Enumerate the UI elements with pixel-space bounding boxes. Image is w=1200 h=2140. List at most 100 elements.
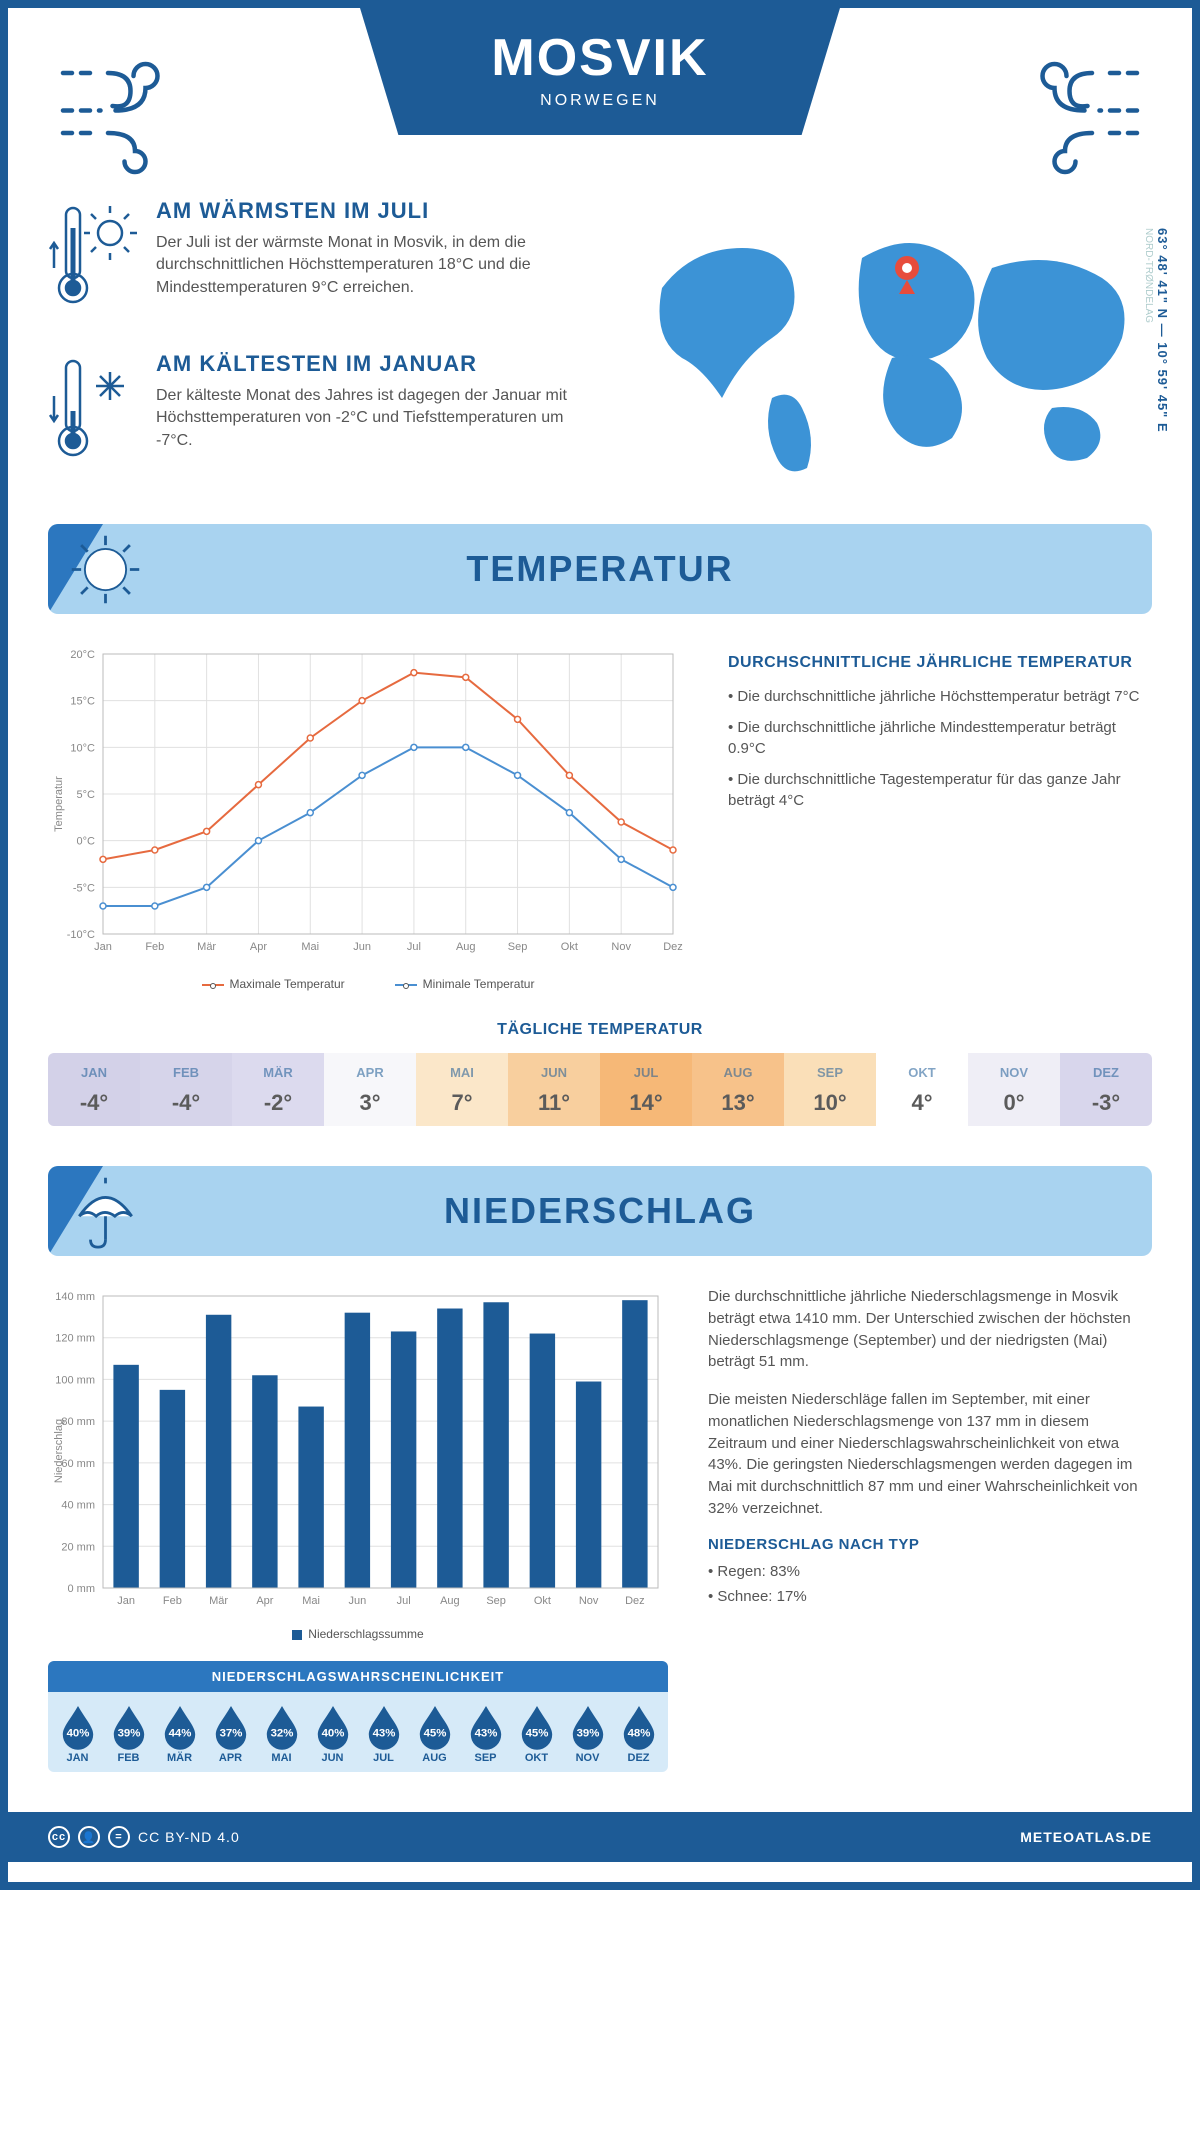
climate-infographic: MOSVIK NORWEGEN (0, 0, 1200, 1890)
svg-text:15°C: 15°C (70, 696, 95, 708)
warmest-text: Der Juli ist der wärmste Monat in Mosvik… (156, 232, 592, 299)
svg-text:39%: 39% (576, 1727, 599, 1739)
temperature-line-chart: -10°C-5°C0°C5°C10°C15°C20°CJanFebMärAprM… (48, 644, 688, 991)
temp-bullet-2: • Die durchschnittliche Tagestemperatur … (728, 769, 1152, 811)
probability-drop: 48%DEZ (613, 1702, 664, 1764)
section-bar-temperature: TEMPERATUR (48, 524, 1152, 614)
probability-title: NIEDERSCHLAGSWAHRSCHEINLICHKEIT (48, 1661, 668, 1692)
daily-temp-cell: FEB-4° (140, 1053, 232, 1126)
svg-text:Mär: Mär (197, 941, 216, 953)
svg-text:43%: 43% (474, 1727, 497, 1739)
coldest-title: AM KÄLTESTEN IM JANUAR (156, 351, 592, 377)
probability-drop: 40%JUN (307, 1702, 358, 1764)
svg-text:Aug: Aug (456, 941, 476, 953)
temp-legend: Maximale Temperatur Minimale Temperatur (48, 977, 688, 991)
umbrella-icon (68, 1174, 143, 1249)
svg-text:Niederschlag: Niederschlag (53, 1419, 65, 1483)
svg-text:Apr: Apr (250, 941, 267, 953)
svg-text:Jun: Jun (353, 941, 371, 953)
svg-text:Dez: Dez (625, 1595, 645, 1607)
footer: cc 👤 = CC BY-ND 4.0 METEOATLAS.DE (8, 1812, 1192, 1862)
section-bar-precip: NIEDERSCHLAG (48, 1166, 1152, 1256)
probability-drop: 37%APR (205, 1702, 256, 1764)
probability-drop: 45%AUG (409, 1702, 460, 1764)
license-block: cc 👤 = CC BY-ND 4.0 (48, 1826, 240, 1848)
svg-text:Sep: Sep (486, 1595, 506, 1607)
license-text: CC BY-ND 4.0 (138, 1829, 240, 1845)
summary-row: AM WÄRMSTEN IM JULI Der Juli ist der wär… (48, 198, 1152, 504)
section-title-precip: NIEDERSCHLAG (168, 1190, 1032, 1232)
daily-temp-cell: AUG13° (692, 1053, 784, 1126)
warmest-summary: AM WÄRMSTEN IM JULI Der Juli ist der wär… (48, 198, 592, 323)
svg-text:80 mm: 80 mm (61, 1416, 95, 1428)
section-title-temperature: TEMPERATUR (168, 548, 1032, 590)
svg-text:Jul: Jul (407, 941, 421, 953)
coldest-summary: AM KÄLTESTEN IM JANUAR Der kälteste Mona… (48, 351, 592, 476)
daily-temp-cell: JAN-4° (48, 1053, 140, 1126)
probability-drop: 45%OKT (511, 1702, 562, 1764)
title-block: MOSVIK NORWEGEN (360, 8, 840, 135)
svg-text:100 mm: 100 mm (55, 1374, 95, 1386)
daily-temp-grid: JAN-4°FEB-4°MÄR-2°APR3°MAI7°JUN11°JUL14°… (48, 1053, 1152, 1126)
temp-bullet-1: • Die durchschnittliche jährliche Mindes… (728, 717, 1152, 759)
svg-text:Mai: Mai (302, 1595, 320, 1607)
probability-box: NIEDERSCHLAGSWAHRSCHEINLICHKEIT 40%JAN 39… (48, 1661, 668, 1772)
daily-temp-cell: NOV0° (968, 1053, 1060, 1126)
warmest-title: AM WÄRMSTEN IM JULI (156, 198, 592, 224)
precipitation-info: Die durchschnittliche jährliche Niedersc… (708, 1286, 1152, 1772)
svg-text:-10°C: -10°C (67, 929, 95, 941)
precip-para-1: Die durchschnittliche jährliche Niedersc… (708, 1286, 1152, 1373)
probability-drop: 43%SEP (460, 1702, 511, 1764)
svg-text:45%: 45% (423, 1727, 446, 1739)
probability-drop: 39%NOV (562, 1702, 613, 1764)
sun-icon (68, 532, 143, 607)
thermometer-snow-icon (48, 351, 138, 471)
site-name: METEOATLAS.DE (1020, 1829, 1152, 1845)
svg-text:Jan: Jan (94, 941, 112, 953)
svg-text:0°C: 0°C (77, 836, 96, 848)
daily-temp-cell: APR3° (324, 1053, 416, 1126)
daily-temp-cell: SEP10° (784, 1053, 876, 1126)
svg-text:0 mm: 0 mm (68, 1583, 96, 1595)
by-icon: 👤 (78, 1826, 100, 1848)
nd-icon: = (108, 1826, 130, 1848)
svg-text:Nov: Nov (611, 941, 631, 953)
legend-max: Maximale Temperatur (230, 977, 345, 991)
svg-text:10°C: 10°C (70, 742, 95, 754)
probability-drop: 32%MAI (256, 1702, 307, 1764)
svg-text:20°C: 20°C (70, 649, 95, 661)
svg-text:Jul: Jul (397, 1595, 411, 1607)
coordinates-label: 63° 48' 41" N — 10° 59' 45" E (1155, 228, 1170, 433)
daily-temp-cell: OKT4° (876, 1053, 968, 1126)
header: MOSVIK NORWEGEN (8, 8, 1192, 168)
precip-type-title: NIEDERSCHLAG NACH TYP (708, 1536, 1152, 1553)
coldest-text: Der kälteste Monat des Jahres ist dagege… (156, 385, 592, 452)
svg-text:60 mm: 60 mm (61, 1458, 95, 1470)
svg-text:Temperatur: Temperatur (53, 776, 65, 832)
svg-text:37%: 37% (219, 1727, 242, 1739)
svg-text:-5°C: -5°C (73, 882, 95, 894)
svg-text:Apr: Apr (256, 1595, 273, 1607)
temp-bullet-0: • Die durchschnittliche jährliche Höchst… (728, 686, 1152, 707)
svg-text:Jan: Jan (117, 1595, 135, 1607)
precip-type-1: • Schnee: 17% (708, 1586, 1152, 1608)
thermometer-sun-icon (48, 198, 138, 318)
world-map-icon (632, 198, 1152, 498)
svg-text:5°C: 5°C (77, 789, 96, 801)
temperature-info: DURCHSCHNITTLICHE JÄHRLICHE TEMPERATUR •… (728, 644, 1152, 991)
svg-text:140 mm: 140 mm (55, 1291, 95, 1303)
wind-icon-right (1002, 28, 1152, 178)
precip-legend: Niederschlagssumme (48, 1627, 668, 1641)
probability-drop: 40%JAN (52, 1702, 103, 1764)
svg-text:Jun: Jun (349, 1595, 367, 1607)
probability-drop: 43%JUL (358, 1702, 409, 1764)
svg-text:Sep: Sep (508, 941, 528, 953)
country-name: NORWEGEN (420, 92, 780, 110)
svg-text:Mär: Mär (209, 1595, 228, 1607)
svg-text:Mai: Mai (301, 941, 319, 953)
probability-drop: 44%MÄR (154, 1702, 205, 1764)
svg-text:32%: 32% (270, 1727, 293, 1739)
daily-temp-cell: JUN11° (508, 1053, 600, 1126)
daily-temp-cell: MÄR-2° (232, 1053, 324, 1126)
svg-text:48%: 48% (627, 1727, 650, 1739)
